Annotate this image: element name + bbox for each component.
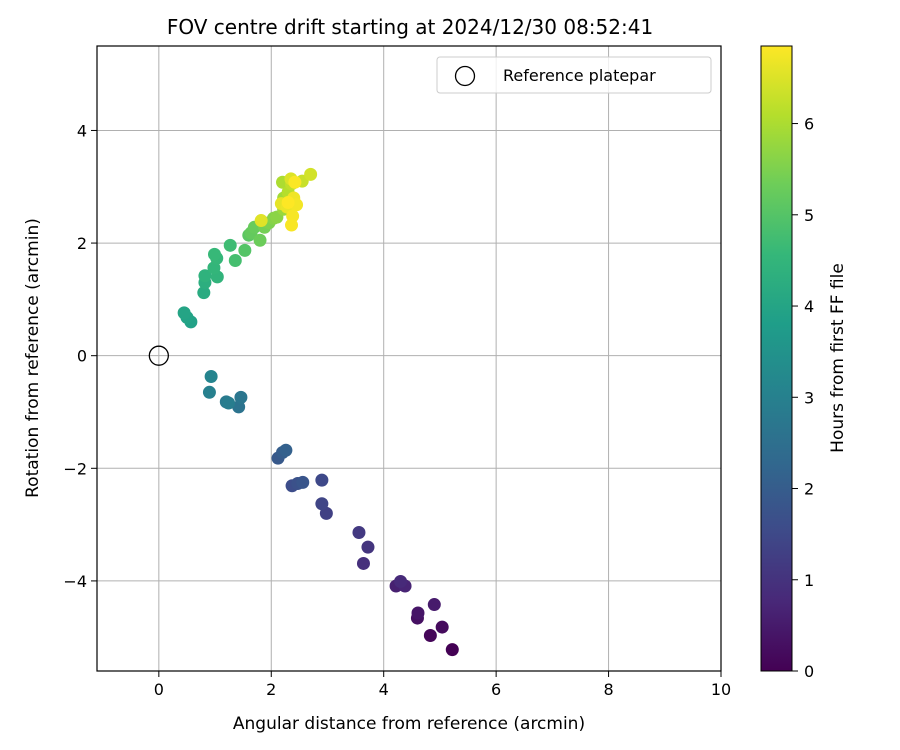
data-point xyxy=(361,540,375,554)
chart-title: FOV centre drift starting at 2024/12/30 … xyxy=(167,15,653,39)
colorbar-tick-label: 4 xyxy=(804,297,814,316)
data-point xyxy=(423,629,437,643)
legend-label: Reference platepar xyxy=(503,66,656,85)
colorbar: 0 1 2 3 4 5 6 xyxy=(760,45,814,681)
x-tick-label: 6 xyxy=(491,680,501,699)
x-tick-label: 8 xyxy=(603,680,613,699)
x-axis: 0 2 4 6 8 10 xyxy=(154,671,731,699)
data-point xyxy=(435,620,449,634)
legend-marker-icon xyxy=(454,65,476,87)
colorbar-tick-label: 1 xyxy=(804,571,814,590)
legend: Reference platepar xyxy=(436,56,712,94)
data-point xyxy=(198,269,212,283)
x-tick-label: 10 xyxy=(711,680,731,699)
data-point xyxy=(394,574,408,588)
colorbar-tick-label: 5 xyxy=(804,206,814,225)
data-point xyxy=(352,525,366,539)
data-point xyxy=(254,214,268,228)
data-point xyxy=(427,598,441,612)
x-axis-label: Angular distance from reference (arcmin) xyxy=(233,714,585,734)
data-point xyxy=(228,254,242,268)
data-point xyxy=(223,238,237,252)
data-point xyxy=(177,306,191,320)
plot-frame xyxy=(96,45,722,672)
points-layer xyxy=(148,167,459,657)
data-point xyxy=(411,606,425,620)
data-point xyxy=(234,390,248,404)
y-axis-label: Rotation from reference (arcmin) xyxy=(23,218,43,498)
grid-lines xyxy=(97,46,722,671)
data-point xyxy=(315,473,329,487)
data-point xyxy=(281,196,295,210)
x-tick-label: 4 xyxy=(379,680,389,699)
colorbar-tick-label: 2 xyxy=(804,480,814,499)
data-point xyxy=(279,443,293,457)
y-tick-label: 2 xyxy=(77,234,87,253)
data-point xyxy=(315,497,329,511)
data-point xyxy=(238,243,252,257)
colorbar-label: Hours from first FF file xyxy=(828,263,848,453)
legend-box xyxy=(436,56,712,94)
data-point xyxy=(288,175,302,189)
data-point xyxy=(222,396,236,410)
data-point xyxy=(202,385,216,399)
reference-point xyxy=(148,345,169,366)
y-axis: −4 −2 0 2 4 xyxy=(63,121,97,591)
y-tick-label: 4 xyxy=(77,121,87,140)
colorbar-tick-label: 6 xyxy=(804,115,814,134)
data-point xyxy=(296,475,310,489)
colorbar-tick-label: 0 xyxy=(804,662,814,681)
data-point xyxy=(304,167,318,181)
x-tick-label: 2 xyxy=(266,680,276,699)
colorbar-gradient xyxy=(760,45,793,672)
y-tick-label: −2 xyxy=(63,459,87,478)
x-tick-label: 0 xyxy=(154,680,164,699)
y-tick-label: −4 xyxy=(63,572,87,591)
data-point xyxy=(197,286,211,300)
data-point xyxy=(445,643,459,657)
colorbar-tick-label: 3 xyxy=(804,388,814,407)
data-point xyxy=(207,247,221,261)
data-point xyxy=(285,218,299,232)
data-point xyxy=(253,233,267,247)
data-point xyxy=(356,556,370,570)
data-point xyxy=(204,370,218,384)
y-tick-label: 0 xyxy=(77,347,87,366)
